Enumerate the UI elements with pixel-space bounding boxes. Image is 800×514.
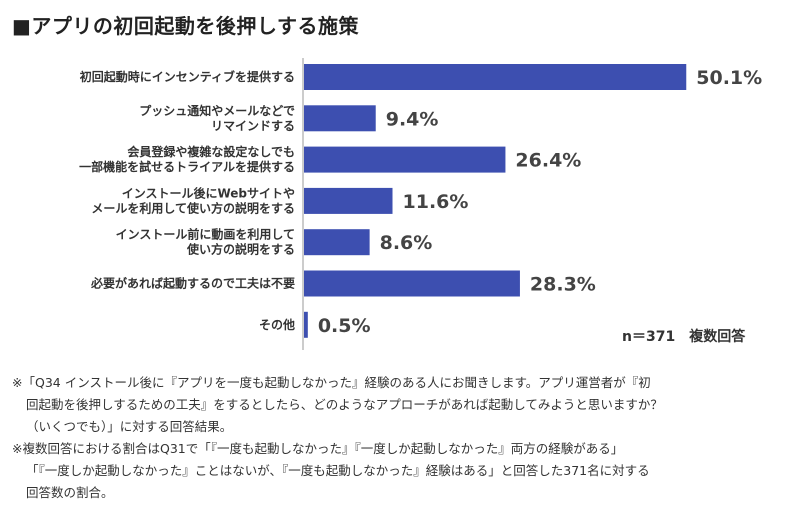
footnote-line: ※複数回答における割合はQ31で「『一度も起動しなかった』『一度しか起動しなかっ… — [12, 441, 624, 456]
value-label: 50.1% — [696, 67, 762, 89]
category-label: メールを利用して使い方の説明をする — [91, 200, 295, 215]
category-label: 一部機能を試せるトライアルを提供する — [79, 159, 295, 174]
bar-chart: 50.1% 初回起動時にインセンティブを提供する 9.4% プッシュ通知やメールなどで… — [79, 58, 762, 350]
footnote-line: 回答数の割合。 — [26, 485, 114, 500]
bar — [304, 270, 520, 297]
category-label: 使い方の説明をする — [186, 242, 295, 257]
footnote-line: ※「Q34 インストール後に『アプリを一度も起動しなかった』経験のある人にお聞き… — [12, 375, 651, 390]
bar — [304, 64, 687, 90]
bars-group: 50.1% 初回起動時にインセンティブを提供する 9.4% プッシュ通知やメールなどで… — [79, 64, 762, 338]
category-label: 初回起動時にインセンティブを提供する — [80, 69, 295, 84]
value-label: 8.6% — [380, 232, 433, 254]
sample-size-label: n＝371 複数回答 — [622, 328, 746, 345]
category-label: 会員登録や複雑な設定なしでも — [127, 144, 295, 159]
category-label: プッシュ通知やメールなどで — [139, 103, 295, 118]
value-label: 26.4% — [515, 150, 581, 172]
footnotes: ※「Q34 インストール後に『アプリを一度も起動しなかった』経験のある人にお聞き… — [12, 372, 792, 504]
bar — [304, 187, 393, 214]
bar — [304, 105, 376, 132]
bar — [304, 146, 506, 173]
bar — [304, 311, 308, 338]
category-label: その他 — [259, 317, 295, 332]
footnote-line: 「『一度しか起動しなかった』ことはないが、『一度も起動しなかった』経験はある」と… — [26, 463, 650, 478]
value-label: 9.4% — [386, 108, 439, 130]
chart-title: ■アプリの初回起動を後押しする施策 — [12, 14, 359, 38]
category-label: インストール前に動画を利用して — [116, 227, 295, 242]
bar — [304, 229, 370, 256]
value-label: 11.6% — [403, 191, 469, 213]
value-label: 28.3% — [530, 274, 596, 296]
category-label: 必要があれば起動するので工夫は不要 — [90, 276, 295, 291]
category-label: インストール後にWebサイトや — [122, 185, 295, 200]
footnote-line: （いくつでも）」に対する回答結果。 — [26, 419, 233, 434]
footnote-line: 回起動を後押しするための工夫』をするとしたら、どのようなアプローチがあれば起動し… — [26, 397, 663, 412]
category-label: リマインドする — [211, 119, 295, 133]
value-label: 0.5% — [318, 315, 371, 337]
